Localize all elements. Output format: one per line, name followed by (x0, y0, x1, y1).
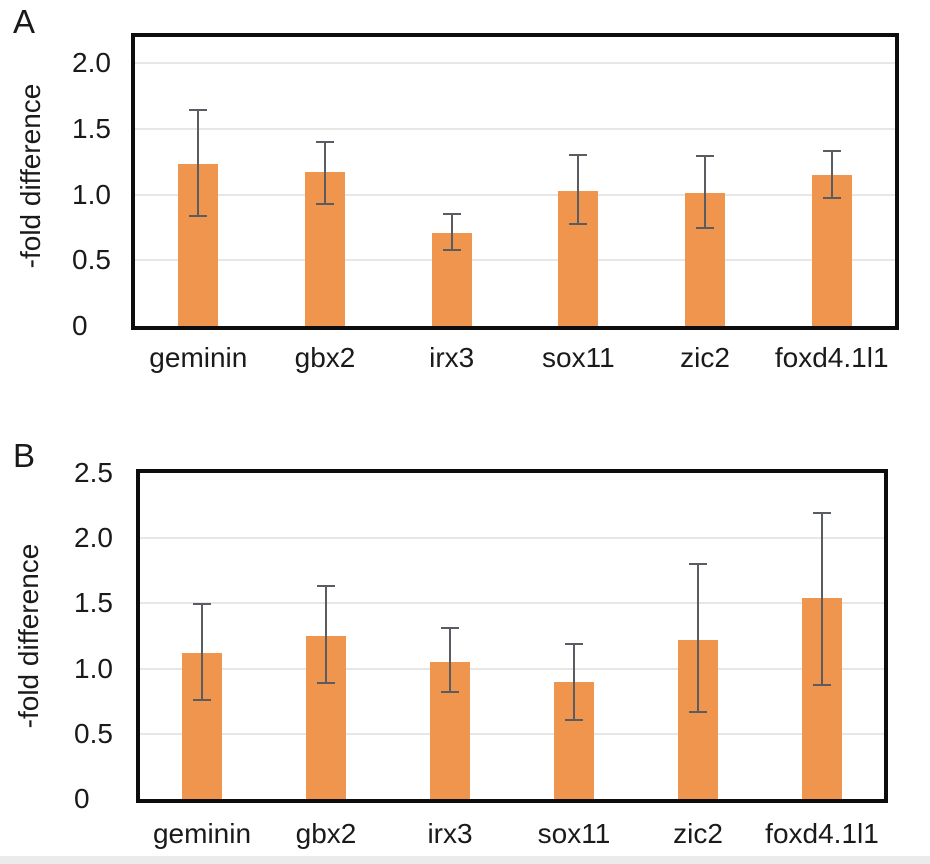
y-tick-label: 2.5 (74, 457, 113, 488)
panel-letter-a: A (13, 3, 36, 40)
error-bar-line (201, 603, 203, 702)
gridline (135, 259, 895, 262)
error-bar-bottom-cap (441, 691, 459, 694)
y-tick-label: 1.0 (74, 652, 113, 684)
error-bar-line (704, 155, 707, 229)
x-tick-label: irx3 (427, 818, 473, 849)
y-tick-label: 0.5 (74, 717, 113, 749)
error-bar-bottom-cap (193, 699, 211, 702)
plot-inner-b (140, 473, 884, 799)
error-bar-line (697, 562, 699, 713)
error-bar (813, 512, 831, 686)
y-tick-label: 2.0 (74, 522, 113, 554)
gridlines (135, 37, 895, 326)
gridline (140, 537, 884, 540)
error-bar (193, 603, 211, 702)
error-bar-bottom-cap (317, 682, 335, 685)
y-tick-label: 0.5 (72, 244, 111, 276)
plot-area-a (131, 33, 899, 330)
bar-slot (140, 473, 264, 799)
bar-slot (262, 37, 389, 326)
x-tick-labels: geminin gbx2 irx3 sox11 zic2 foxd4.1l1 (140, 818, 884, 858)
error-bar-line (325, 585, 327, 685)
x-tick-label: geminin (152, 818, 252, 849)
error-bar-line (577, 153, 580, 225)
error-bar-line (830, 149, 833, 199)
bar-slot (760, 473, 884, 799)
error-bar (822, 149, 841, 199)
error-bar (442, 213, 461, 252)
bar-slot (135, 37, 262, 326)
error-bar-line (821, 512, 823, 686)
x-tick-label: zic2 (673, 818, 723, 849)
bars-layer (135, 37, 895, 326)
error-bar (696, 155, 715, 229)
bars-layer (140, 473, 884, 799)
x-tick-label: zic2 (680, 342, 730, 373)
bar-slot (388, 473, 512, 799)
x-tick-label: foxd4.1l1 (774, 342, 889, 373)
error-bar-bottom-cap (696, 226, 715, 229)
y-tick-label: 1.5 (72, 112, 111, 144)
gridline (135, 193, 895, 196)
x-tick-label: irx3 (429, 342, 475, 373)
x-tick-label: sox11 (537, 818, 611, 849)
x-tick-label: geminin (149, 342, 248, 373)
error-bar (565, 642, 583, 721)
bottom-strip (0, 856, 930, 864)
bar-slot (512, 473, 636, 799)
panel-letter-b: B (13, 437, 36, 474)
gridlines (140, 473, 884, 799)
error-bar-line (197, 109, 200, 217)
error-bar (569, 153, 588, 225)
error-bar-line (449, 626, 451, 694)
error-bar (689, 562, 707, 713)
error-bar-bottom-cap (569, 222, 588, 225)
error-bar-bottom-cap (442, 249, 461, 252)
y-tick-label: 0 (72, 310, 88, 341)
y-tick-labels: 0 0.5 1.0 1.5 2.0 (72, 37, 128, 340)
error-bar (441, 626, 459, 694)
bar-slot (515, 37, 642, 326)
y-tick-label: 1.0 (72, 178, 111, 210)
bar-slot (768, 37, 895, 326)
plot-inner-a (135, 37, 895, 326)
error-bar-line (324, 140, 326, 206)
error-bar-bottom-cap (822, 196, 841, 199)
plot-area-b (136, 469, 888, 803)
error-bar (317, 585, 335, 685)
error-bar-bottom-cap (189, 214, 208, 217)
x-tick-label: gbx2 (295, 818, 357, 849)
gridline (140, 602, 884, 605)
bar-slot (642, 37, 769, 326)
gridline (140, 667, 884, 670)
bar-slot (636, 473, 760, 799)
y-tick-label: 0 (74, 783, 90, 814)
y-tick-label: 2.0 (72, 47, 111, 79)
y-axis-title-b: -fold difference (13, 543, 44, 729)
x-tick-label: sox11 (542, 342, 615, 373)
gridline (135, 127, 895, 130)
error-bar-line (573, 642, 575, 721)
bar-slot (388, 37, 515, 326)
bar-foxd4.1l1 (811, 174, 852, 326)
error-bar-bottom-cap (689, 710, 707, 713)
error-bar (189, 109, 208, 217)
error-bar-bottom-cap (316, 203, 334, 206)
y-tick-labels: 0 0.5 1.0 1.5 2.0 2.5 (74, 459, 130, 813)
x-tick-label: foxd4.1l1 (765, 818, 879, 849)
gridline (140, 732, 884, 735)
x-tick-label: gbx2 (294, 342, 356, 373)
x-tick-labels: geminin gbx2 irx3 sox11 zic2 foxd4.1l1 (135, 342, 895, 382)
error-bar-bottom-cap (565, 718, 583, 721)
error-bar (316, 140, 334, 206)
gridline (135, 62, 895, 65)
error-bar-line (450, 213, 453, 252)
error-bar-bottom-cap (813, 683, 831, 686)
bar-slot (264, 473, 388, 799)
y-tick-label: 1.5 (74, 587, 113, 619)
